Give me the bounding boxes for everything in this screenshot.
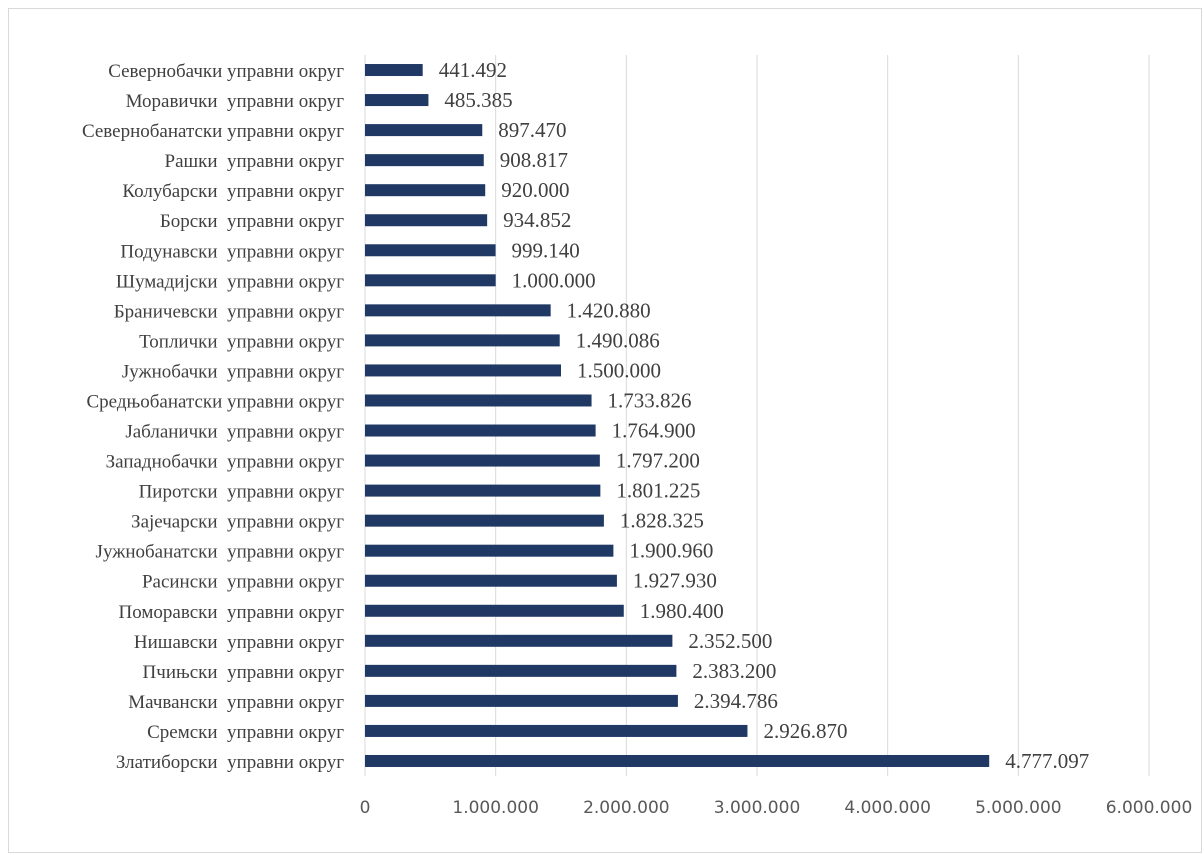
category-label: Зајечарски управни округ [131,512,344,533]
bar [365,154,484,167]
data-label: 999.140 [512,238,580,262]
data-label: 4.777.097 [1005,749,1089,773]
bar [365,124,483,137]
category-label: Поморавски управни округ [119,602,345,623]
category-label: Севернобачки управни округ [108,61,344,82]
category-label: Јужнобачки управни округ [122,361,344,382]
category-label: Нишавски управни округ [134,632,344,653]
category-label: Сремски управни округ [147,722,344,743]
data-label: 1.420.880 [567,298,651,322]
data-label: 1.900.960 [629,539,713,563]
x-tick-label: 6.000.000 [1106,798,1193,818]
x-tick-label: 0 [360,798,371,818]
data-label: 485.385 [444,88,512,112]
data-label: 2.383.200 [692,659,776,683]
bar [365,694,678,707]
bar [365,574,617,587]
data-label: 897.470 [498,118,566,142]
category-label: Мачвански управни округ [128,692,344,713]
x-tick-label: 1.000.000 [452,798,539,818]
bar [365,514,604,527]
bar [365,454,600,467]
bar [365,184,486,197]
x-tick-label: 5.000.000 [975,798,1062,818]
bar [365,214,488,227]
bar [365,544,614,557]
category-label: Пиротски управни округ [139,482,345,503]
category-label: Браничевски управни округ [114,301,344,322]
category-label: Севернобанатски управни округ [82,121,344,142]
category-label: Подунавски управни округ [120,241,344,262]
data-label: 1.801.225 [616,479,700,503]
data-label: 908.817 [500,148,568,172]
bar [365,724,748,737]
data-label: 1.980.400 [640,599,724,623]
category-label: Моравички управни округ [126,91,345,112]
category-label: Топлички управни округ [139,331,344,352]
data-label: 441.492 [439,58,507,82]
category-label: Колубарски управни округ [122,181,344,202]
bar [365,364,561,377]
category-label: Рашки управни округ [165,151,345,172]
bar [365,604,624,617]
data-label: 1.500.000 [577,358,661,382]
category-label: Средњобанатски управни округ [86,391,344,412]
bar [365,304,551,317]
data-label: 1.000.000 [512,268,596,292]
data-label: 1.797.200 [616,449,700,473]
category-label: Јабланички управни округ [125,422,344,443]
bar [365,634,673,647]
bar [365,274,496,287]
data-label: 1.733.826 [608,388,692,412]
bar [365,664,677,677]
data-label: 920.000 [501,178,569,202]
bar [365,424,596,437]
data-label: 2.352.500 [688,629,772,653]
data-label: 1.828.325 [620,509,704,533]
bar [365,484,601,497]
category-label: Борски управни округ [160,211,344,232]
data-label: 1.927.930 [633,569,717,593]
category-label: Расински управни округ [142,572,344,593]
bar [365,94,429,107]
data-label: 2.926.870 [763,719,847,743]
data-label: 1.764.900 [612,419,696,443]
category-label: Шумадијски управни округ [116,271,344,292]
data-label: 2.394.786 [694,689,778,713]
category-label: Западнобачки управни округ [106,452,345,473]
x-tick-label: 3.000.000 [714,798,801,818]
data-label: 934.852 [503,208,571,232]
x-tick-label: 2.000.000 [583,798,670,818]
x-tick-label: 4.000.000 [844,798,931,818]
data-label: 1.490.086 [576,328,660,352]
chart-frame [8,8,1202,853]
bar [365,244,496,257]
category-label: Јужнобанатски управни округ [96,542,345,563]
bar [365,334,560,347]
category-label: Златиборски управни округ [116,752,344,773]
bar [365,754,990,767]
bar [365,394,592,407]
bar [365,64,423,77]
category-label: Пчињски управни округ [143,662,345,683]
